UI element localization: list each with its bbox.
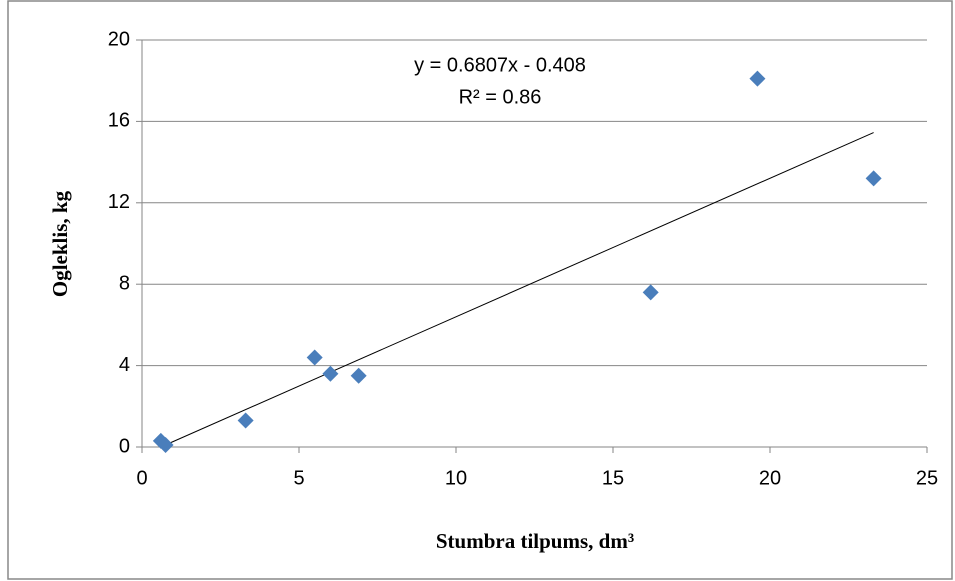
x-tick-label: 0: [136, 467, 147, 489]
scatter-point: [306, 349, 323, 366]
y-tick-label: 4: [119, 354, 130, 376]
y-tick-label: 16: [108, 110, 130, 132]
scatter-point: [350, 367, 367, 384]
scatter-point: [749, 70, 766, 87]
y-tick-label: 20: [108, 28, 130, 50]
x-tick-label: 10: [445, 467, 467, 489]
scatter-point: [157, 436, 174, 453]
y-tick-label: 12: [108, 191, 130, 213]
scatter-point: [865, 170, 882, 187]
y-tick-label: 8: [119, 272, 130, 294]
scatter-point: [237, 412, 254, 429]
x-axis-title: Stumbra tilpums, dm³: [436, 529, 634, 553]
y-axis-title: Ogleklis, kg: [48, 190, 72, 297]
trendline-equation: y = 0.6807x - 0.408: [414, 54, 586, 76]
scatter-point: [642, 284, 659, 301]
trendline: [160, 132, 874, 448]
chart-frame: [7, 0, 953, 580]
y-tick-label: 0: [119, 435, 130, 457]
trendline-r-squared: R² = 0.86: [459, 86, 542, 108]
scatter-point: [322, 365, 339, 382]
x-tick-label: 5: [293, 467, 304, 489]
x-tick-label: 20: [759, 467, 781, 489]
x-tick-label: 25: [916, 467, 938, 489]
x-tick-label: 15: [602, 467, 624, 489]
